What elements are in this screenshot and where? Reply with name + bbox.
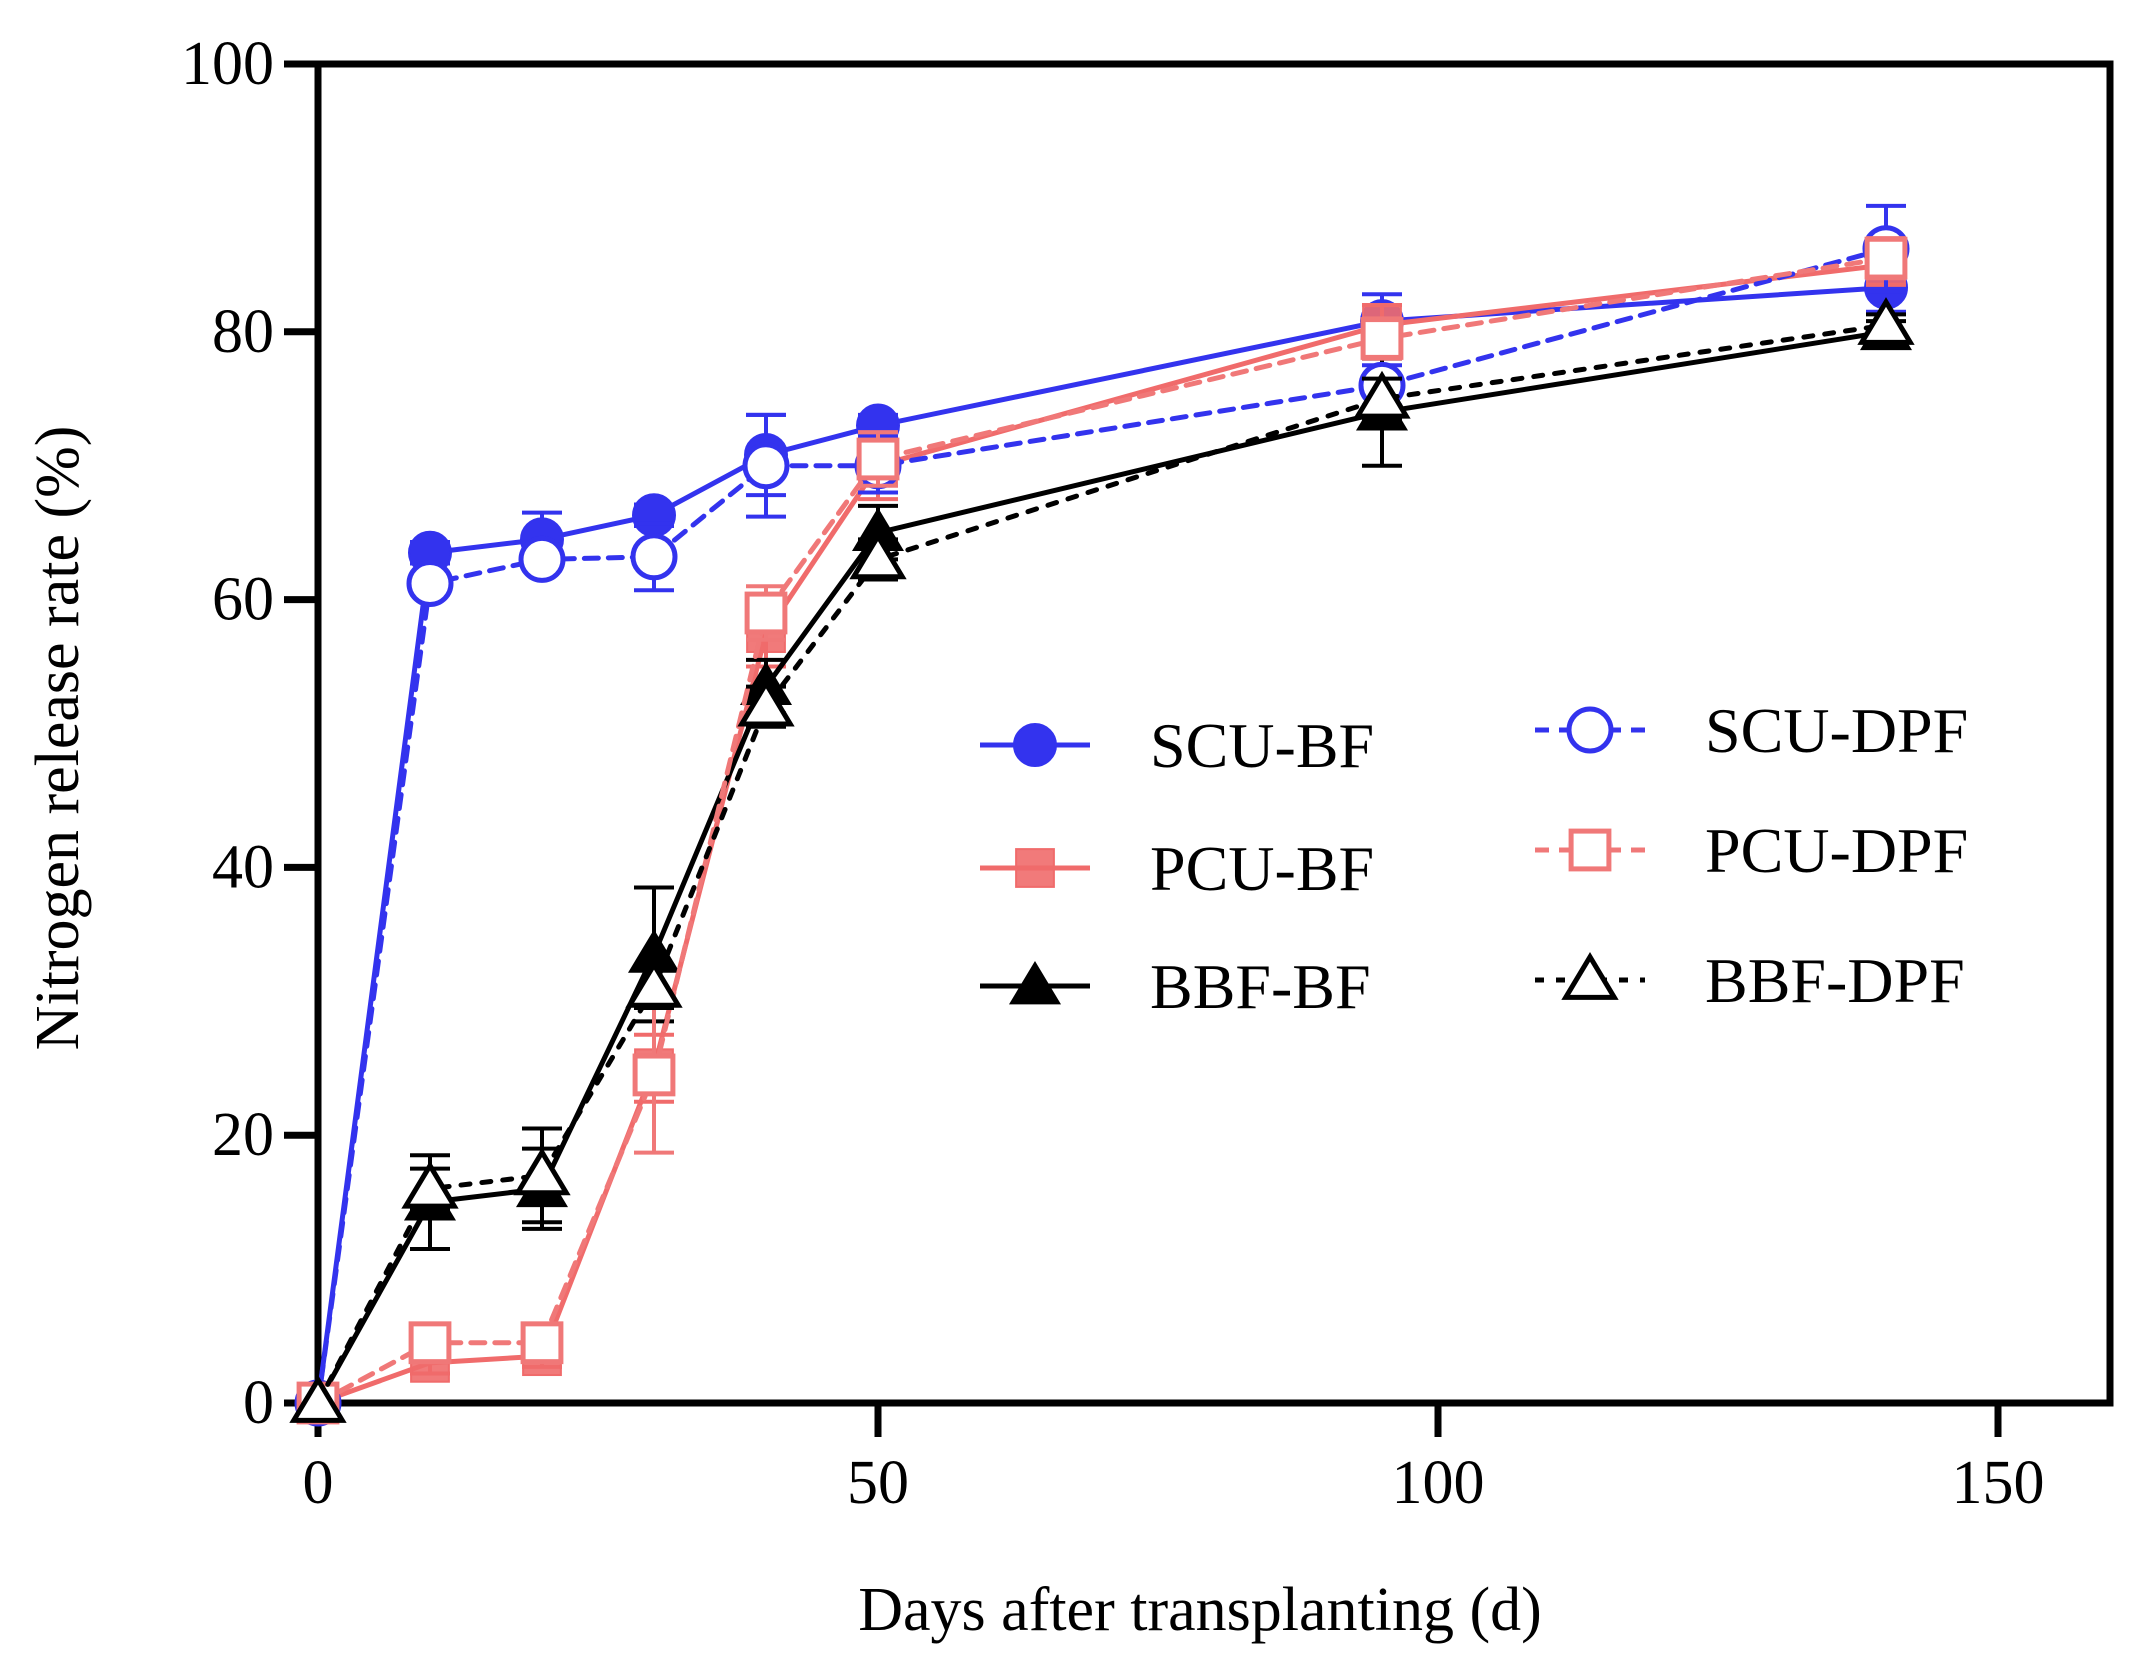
legend-marker-bbf-bf (1008, 960, 1062, 1005)
axes: 0 20 40 60 80 100 0 50 100 150 (181, 30, 2114, 1517)
series-line-bbf-dpf (315, 322, 1889, 1406)
legend-item-scu-dpf: SCU-DPF (1535, 695, 1968, 766)
series-line-bbf-bf (315, 329, 1889, 1406)
data-point-bbf-dpf (513, 1147, 571, 1196)
series-scu-dpf (294, 203, 1910, 1427)
y-tick-label: 60 (212, 566, 274, 634)
data-point-bbf-dpf (1353, 370, 1411, 419)
data-point-scu-dpf (742, 442, 790, 490)
series-bbf-bf (291, 306, 1913, 1422)
legend-marker-scu-bf (1013, 723, 1057, 767)
series-pcu-bf (298, 242, 1906, 1423)
legend-item-pcu-bf: PCU-BF (980, 833, 1374, 904)
series-bbf-dpf (289, 297, 1915, 1423)
data-point-pcu-dpf (408, 1321, 452, 1365)
legend-label-pcu-bf: PCU-BF (1150, 833, 1374, 904)
y-tick-label: 0 (243, 1369, 274, 1437)
data-point-pcu-dpf (856, 437, 900, 481)
legend-marker-bbf-dpf (1561, 952, 1619, 1000)
legend-label-scu-bf: SCU-BF (1150, 710, 1374, 781)
data-point-pcu-dpf (520, 1321, 564, 1365)
legend-label-bbf-bf: BBF-BF (1150, 951, 1371, 1022)
legend-item-bbf-dpf: BBF-DPF (1535, 945, 1965, 1016)
data-point-scu-dpf (630, 533, 678, 581)
data-point-bbf-dpf (401, 1160, 459, 1209)
data-point-pcu-dpf (632, 1053, 676, 1097)
legend-item-pcu-dpf: PCU-DPF (1535, 815, 1968, 886)
data-point-pcu-dpf (744, 591, 788, 635)
y-axis-title: Nitrogen release rate (%) (24, 426, 92, 1051)
series-line-pcu-bf (315, 262, 1889, 1406)
legend-label-scu-dpf: SCU-DPF (1705, 695, 1968, 766)
data-point-bbf-dpf (849, 531, 907, 580)
legend-marker-pcu-bf (1015, 848, 1055, 888)
x-axis-title: Days after transplanting (d) (858, 1576, 1541, 1644)
data-point-scu-dpf (406, 560, 454, 608)
data-point-scu-dpf (518, 535, 566, 583)
legend-item-scu-bf: SCU-BF (980, 710, 1374, 781)
x-tick-label: 100 (1392, 1449, 1485, 1517)
x-tick-label: 50 (847, 1449, 909, 1517)
data-point-bbf-dpf (625, 959, 683, 1008)
series-layer (289, 203, 1915, 1427)
data-point-bbf-dpf (1857, 297, 1915, 345)
data-point-bbf-dpf (737, 678, 795, 727)
series-pcu-dpf (296, 236, 1908, 1425)
legend-marker-scu-dpf (1566, 706, 1614, 754)
legend-item-bbf-bf: BBF-BF (980, 951, 1371, 1022)
x-tick-label: 150 (1952, 1449, 2045, 1517)
legend: SCU-BF PCU-BF BBF-BF SCU-DPF PCU-DPF BBF-DPF (980, 695, 1968, 1022)
x-tick-label: 0 (303, 1449, 334, 1517)
legend-marker-pcu-dpf (1568, 828, 1612, 872)
y-tick-label: 40 (212, 833, 274, 901)
y-tick-label: 100 (181, 30, 274, 98)
legend-label-pcu-dpf: PCU-DPF (1705, 815, 1968, 886)
series-line-scu-bf (315, 285, 1889, 1406)
data-point-pcu-dpf (1360, 317, 1404, 360)
data-point-pcu-dpf (1864, 236, 1908, 280)
y-tick-label: 20 (212, 1101, 274, 1169)
y-tick-label: 80 (212, 298, 274, 366)
data-point-bbf-dpf (289, 1375, 347, 1423)
plot-frame (314, 60, 2114, 1407)
legend-label-bbf-dpf: BBF-DPF (1705, 945, 1965, 1016)
series-scu-bf (296, 261, 1908, 1425)
